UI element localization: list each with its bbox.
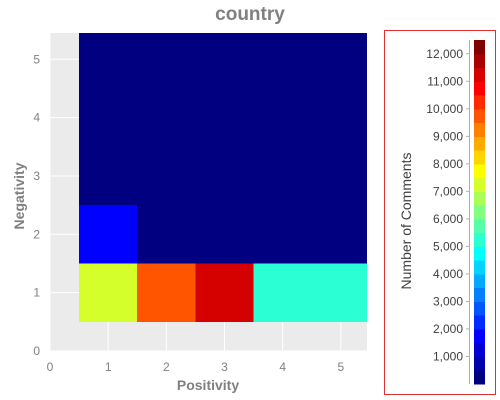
y-tick-label: 3 xyxy=(33,169,40,183)
colorbar-swatch xyxy=(474,260,485,275)
heatmap-cell xyxy=(137,88,196,147)
x-axis-title: Positivity xyxy=(177,377,239,393)
heatmap-cell xyxy=(311,205,367,264)
heatmap-cell xyxy=(253,146,312,206)
heatmap-cell xyxy=(79,33,138,89)
colorbar-swatch xyxy=(474,40,485,55)
colorbar-tick-label: 10,000 xyxy=(426,102,463,116)
legend-frame xyxy=(384,30,496,395)
x-tick-label: 0 xyxy=(47,360,54,374)
y-tick-label: 2 xyxy=(33,227,40,241)
colorbar-swatch xyxy=(474,370,485,385)
colorbar-swatch xyxy=(474,53,485,69)
colorbar-tick-label: 5,000 xyxy=(433,239,463,253)
heatmap-cell xyxy=(253,88,312,147)
heatmap-cell xyxy=(195,146,254,206)
colorbar-tick-label: 12,000 xyxy=(426,47,463,61)
colorbar-swatch xyxy=(474,177,485,192)
y-axis-title: Negativity xyxy=(11,162,27,229)
colorbar-swatch xyxy=(474,301,485,316)
y-tick-label: 4 xyxy=(33,111,40,125)
x-tick-label: 4 xyxy=(279,360,286,374)
colorbar-swatch xyxy=(474,342,485,357)
heatmap-cell xyxy=(253,205,312,264)
heatmap-cell xyxy=(195,263,254,322)
colorbar-swatch xyxy=(474,246,485,261)
colorbar-swatch xyxy=(474,136,485,151)
colorbar-tick-label: 8,000 xyxy=(433,157,463,171)
colorbar-swatch xyxy=(474,95,485,110)
colorbar-tick-label: 3,000 xyxy=(433,294,463,308)
colorbar-tick-label: 2,000 xyxy=(433,322,463,336)
heatmap-cell xyxy=(137,263,196,322)
x-tick-label: 3 xyxy=(221,360,228,374)
colorbar-tick-label: 6,000 xyxy=(433,212,463,226)
heatmap-cell xyxy=(79,146,138,206)
colorbar-legend: 1,000 2,000 3,000 4,000 5,000 6,000 7,000 8,000… xyxy=(384,30,496,395)
heatmap-cell xyxy=(253,263,312,322)
x-tick-label: 2 xyxy=(163,360,170,374)
colorbar-tick-label: 9,000 xyxy=(433,129,463,143)
heatmap-cell xyxy=(195,205,254,264)
heatmap-cell xyxy=(79,263,138,322)
heatmap-cell xyxy=(79,88,138,147)
colorbar-swatch xyxy=(474,163,485,179)
heatmap-cell xyxy=(137,146,196,206)
heatmap-cell xyxy=(311,33,367,89)
heatmap-cell xyxy=(253,33,312,89)
colorbar-swatch xyxy=(474,218,485,234)
plot-area: 0 1 2 3 4 5 0 1 2 3 4 5 xyxy=(33,33,367,374)
colorbar-tick-label: 11,000 xyxy=(427,74,463,88)
colorbar-tick-label: 1,000 xyxy=(433,349,463,363)
heatmap-cell xyxy=(79,205,138,264)
colorbar-swatch xyxy=(474,328,485,344)
heatmap-cell xyxy=(311,88,367,147)
x-tick-label: 5 xyxy=(337,360,344,374)
colorbar-swatch xyxy=(474,205,485,220)
colorbar-swatch xyxy=(474,108,485,124)
heatmap-cell xyxy=(137,33,196,89)
y-tick-label: 1 xyxy=(33,286,40,300)
colorbar-swatch xyxy=(474,356,485,371)
heatmap-cell xyxy=(137,205,196,264)
colorbar-swatch xyxy=(474,287,485,302)
colorbar-title: Number of Comments xyxy=(398,153,414,290)
colorbar-swatch xyxy=(474,81,485,96)
colorbar-swatch xyxy=(474,232,485,247)
y-tick-label: 5 xyxy=(33,52,40,66)
colorbar-tick-label: 7,000 xyxy=(433,184,463,198)
heatmap-cell xyxy=(311,263,367,322)
y-tick-label: 0 xyxy=(33,344,40,358)
colorbar-swatch xyxy=(474,315,485,330)
colorbar-swatch xyxy=(474,67,485,82)
heatmap-cell xyxy=(311,146,367,206)
colorbar-swatch xyxy=(474,122,485,137)
colorbar-swatch xyxy=(474,273,485,289)
colorbar-swatch xyxy=(474,150,485,165)
heatmap-cell xyxy=(195,33,254,89)
chart-title: country xyxy=(215,4,285,25)
x-tick-label: 1 xyxy=(105,360,112,374)
heatmap-cell xyxy=(195,88,254,147)
colorbar-swatch xyxy=(474,191,485,206)
colorbar-tick-label: 4,000 xyxy=(433,267,463,281)
